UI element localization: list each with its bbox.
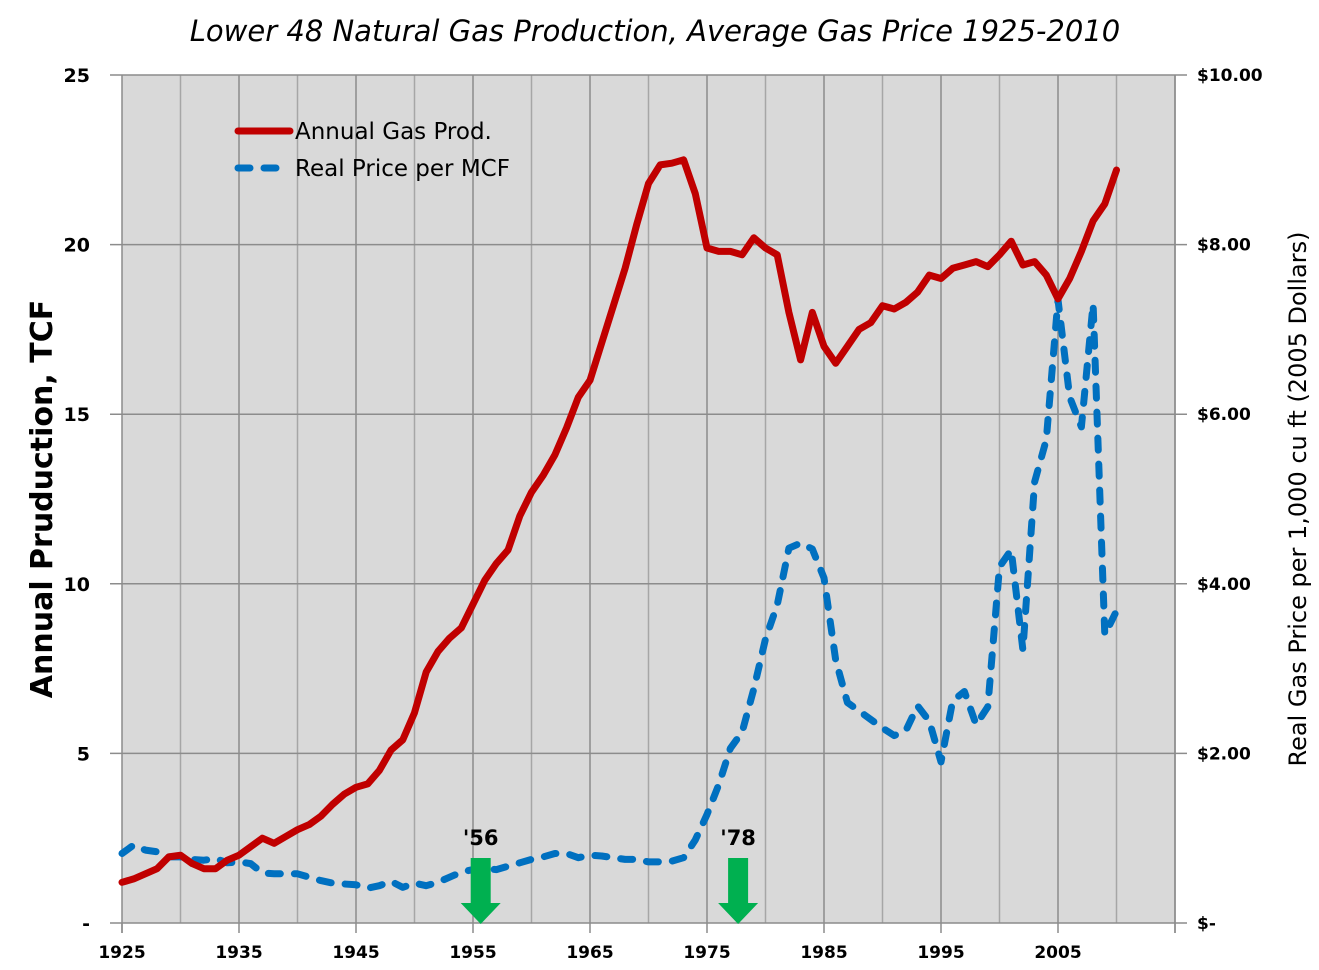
y-tick-label: - xyxy=(82,913,90,935)
x-tick-label: 2005 xyxy=(1034,943,1081,963)
down-arrow-icon xyxy=(718,858,759,924)
x-tick-label: 1985 xyxy=(800,943,847,963)
y-tick-label: 25 xyxy=(64,65,90,87)
vertical-gridlines xyxy=(179,75,1176,923)
x-tick-labels: 1925 1935 1945 1955 1965 1975 1985 1995 2005 xyxy=(98,943,1081,963)
y2-tick-label: $8.00 xyxy=(1197,236,1251,256)
y-tick-label: 10 xyxy=(64,574,90,596)
y2-tick-label: $10.00 xyxy=(1197,66,1263,86)
x-tick-label: 1945 xyxy=(332,943,379,963)
chart-title: Lower 48 Natural Gas Production, Average… xyxy=(190,14,1120,48)
x-tick-label: 1935 xyxy=(215,943,262,963)
x-tick-label: 1925 xyxy=(98,943,145,963)
y2-tick-label: $- xyxy=(1197,914,1216,934)
x-tick-label: 1965 xyxy=(566,943,613,963)
y2-tick-label: $4.00 xyxy=(1197,575,1251,595)
y-axis-title: Annual Pruduction, TCF xyxy=(25,300,60,698)
y2-axis-title: Real Gas Price per 1,000 cu ft (2005 Dol… xyxy=(1284,232,1312,767)
legend: Annual Gas Prod. Real Price per MCF xyxy=(234,119,510,182)
axes xyxy=(110,75,1187,933)
annotation-label: '78 xyxy=(720,826,756,850)
y2-tick-label: $6.00 xyxy=(1197,405,1251,425)
y2-tick-labels: $- $2.00 $4.00 $6.00 $8.00 $10.00 xyxy=(1197,66,1263,934)
down-arrow-icon xyxy=(460,858,501,924)
annotation-56: '56 xyxy=(460,826,501,924)
y-tick-label: 20 xyxy=(64,235,90,257)
annotations: '56 '78 xyxy=(460,826,759,924)
y-tick-labels: - 5 10 15 20 25 xyxy=(64,65,90,935)
x-tick-label: 1995 xyxy=(917,943,964,963)
series-layer xyxy=(118,156,1120,892)
series-line-price xyxy=(118,296,1120,892)
annotation-78: '78 xyxy=(718,826,759,924)
y-tick-label: 15 xyxy=(64,404,90,426)
y2-tick-label: $2.00 xyxy=(1197,744,1251,764)
legend-label: Annual Gas Prod. xyxy=(295,119,492,145)
x-tick-label: 1975 xyxy=(683,943,730,963)
series-line-production xyxy=(118,156,1120,886)
y-tick-label: 5 xyxy=(77,743,90,765)
x-tick-label: 1955 xyxy=(449,943,496,963)
legend-label: Real Price per MCF xyxy=(295,156,510,182)
annotation-label: '56 xyxy=(463,826,499,850)
